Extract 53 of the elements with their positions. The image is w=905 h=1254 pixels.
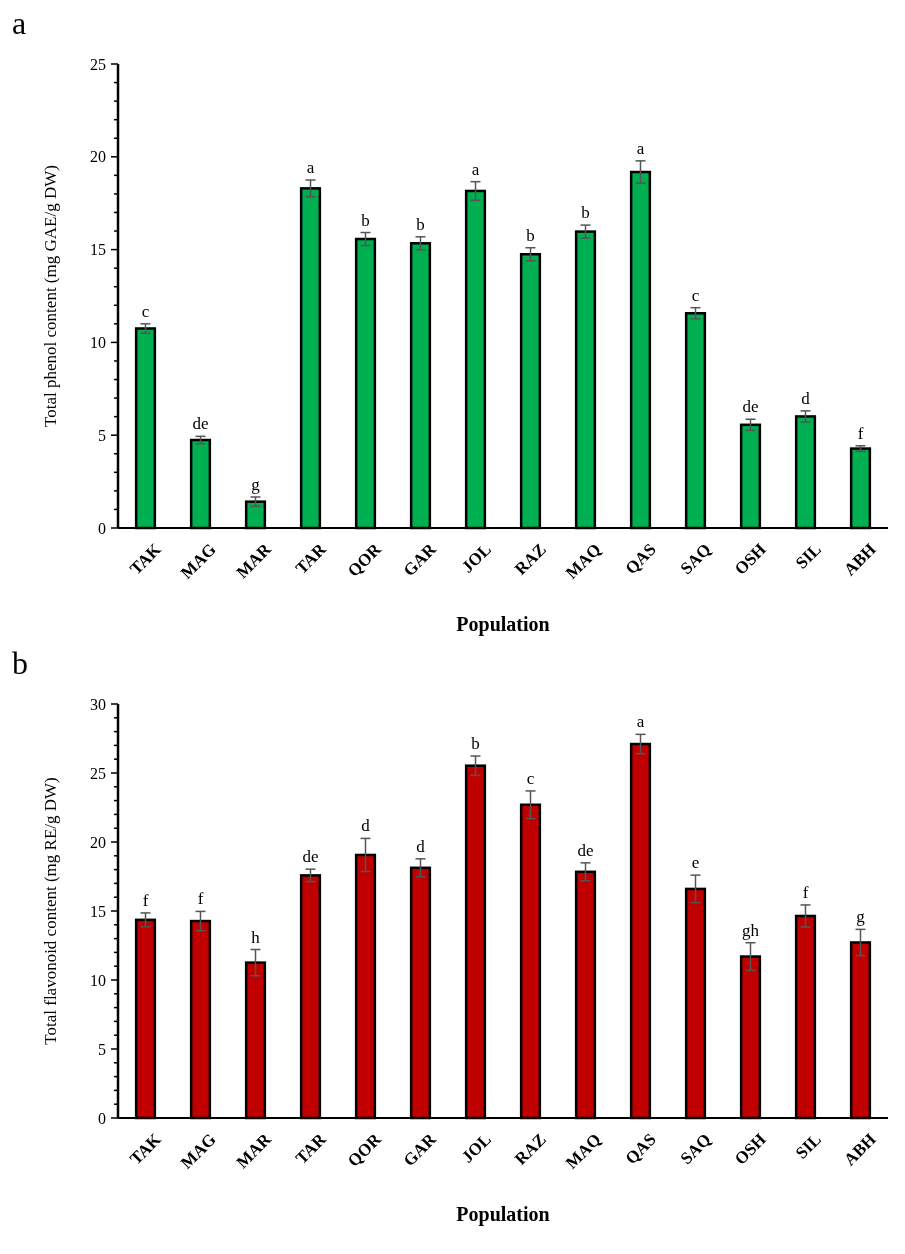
y-tick-label: 25 xyxy=(90,764,106,782)
x-tick-label: JOL xyxy=(457,539,495,577)
annotation: de xyxy=(192,414,209,434)
annotation: b xyxy=(581,203,590,223)
y-tick-label: 5 xyxy=(98,1040,106,1058)
annotation: b xyxy=(471,734,480,754)
annotation: h xyxy=(251,927,261,947)
y-tick-label: 20 xyxy=(90,833,106,851)
y-tick-label: 15 xyxy=(90,241,106,259)
x-axis-title: Population xyxy=(456,1203,550,1226)
annotation: d xyxy=(801,388,811,408)
x-tick-label: SIL xyxy=(791,539,825,573)
annotation: c xyxy=(526,768,535,788)
annotation: c xyxy=(141,301,150,321)
annotation: g xyxy=(251,475,261,494)
x-tick-label: SIL xyxy=(791,1129,825,1163)
y-tick-label: 30 xyxy=(90,695,106,713)
annotation: gh xyxy=(742,920,760,940)
y-tick-label: 20 xyxy=(90,148,106,166)
y-tick-label: 15 xyxy=(90,902,106,920)
annotation: a xyxy=(306,158,315,177)
annotation: g xyxy=(856,907,866,927)
annotation: c xyxy=(691,285,700,305)
x-tick-label: TAR xyxy=(291,1129,331,1168)
x-axis-title: Population xyxy=(456,613,550,636)
chart-title: a xyxy=(12,5,27,41)
annotation: a xyxy=(636,712,645,732)
x-tick-label: JOL xyxy=(457,1129,495,1167)
y-tick-label: 0 xyxy=(98,1109,106,1127)
annotation: de xyxy=(577,840,594,860)
y-tick-label: 10 xyxy=(90,971,106,989)
annotation: f xyxy=(857,423,864,443)
annotation: b xyxy=(416,214,425,234)
annotation: de xyxy=(302,847,319,867)
annotation: a xyxy=(636,138,645,158)
x-tick-label: TAR xyxy=(291,539,331,578)
annotation: f xyxy=(197,889,204,909)
annotation: f xyxy=(802,882,809,902)
y-tick-label: 25 xyxy=(90,55,106,73)
y-axis-title: Total phenol content (mg GAE/g DW) xyxy=(41,165,60,427)
y-tick-label: 0 xyxy=(98,519,106,537)
annotation: b xyxy=(526,225,535,245)
annotation: d xyxy=(361,816,371,836)
annotation: d xyxy=(416,836,426,856)
chart-title: b xyxy=(12,645,28,681)
annotation: a xyxy=(471,159,480,179)
y-tick-label: 10 xyxy=(90,334,106,351)
annotation: f xyxy=(142,890,149,910)
annotation: b xyxy=(361,210,370,230)
y-tick-label: 5 xyxy=(98,426,106,444)
annotation: e xyxy=(691,853,700,873)
y-axis-title: Total flavonoid content (mg RE/g DW) xyxy=(41,777,60,1045)
annotation: de xyxy=(742,397,759,417)
